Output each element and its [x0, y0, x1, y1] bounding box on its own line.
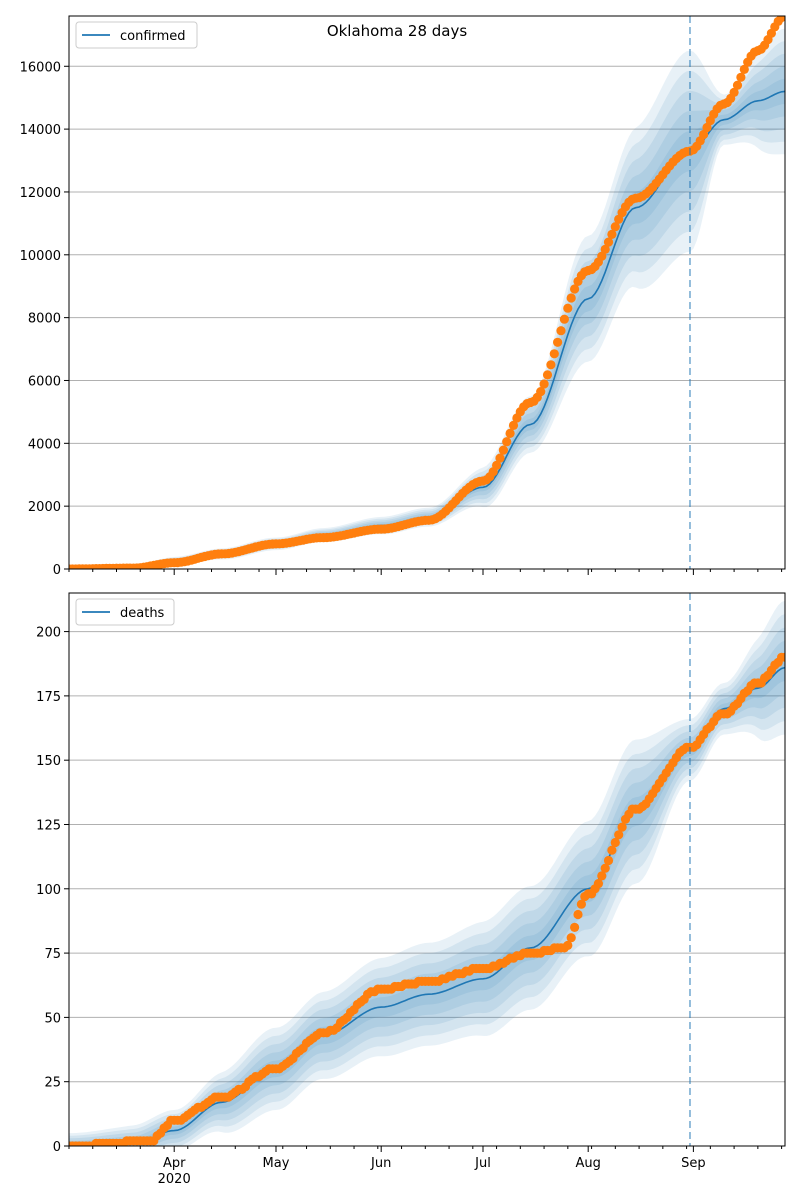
observed-point: [780, 652, 785, 662]
observed-point: [617, 822, 627, 832]
observed-point: [597, 871, 607, 881]
chart-title: Oklahoma 28 days: [327, 22, 468, 40]
legend-box: [75, 598, 175, 626]
observed-point: [563, 940, 573, 951]
y-tick-label: 0: [53, 1140, 61, 1155]
x-tick-label: Jun: [370, 1156, 391, 1171]
y-tick-label: 14000: [20, 123, 61, 138]
observed-point: [699, 129, 709, 140]
observed-point: [492, 460, 502, 470]
y-tick-label: 150: [36, 754, 61, 769]
plot-area: [69, 16, 785, 569]
y-tick-label: 100: [36, 883, 61, 898]
y-tick-label: 25: [44, 1076, 61, 1091]
legend-label: confirmed: [120, 29, 186, 44]
observed-point: [549, 349, 559, 359]
uncertainty-band-2: [69, 41, 785, 569]
observed-point: [536, 387, 546, 397]
y-tick-label: 75: [44, 947, 61, 962]
observed-point: [495, 453, 505, 463]
observed-point: [573, 909, 583, 920]
observed-point: [576, 899, 587, 909]
y-tick-label: 6000: [28, 374, 61, 389]
observed-point: [607, 845, 617, 855]
observed-point: [739, 64, 749, 74]
observed-point: [566, 293, 576, 303]
x-tick-year-label: 2020: [158, 1172, 191, 1187]
axes-frame: [68, 15, 786, 570]
legend-label: deaths: [120, 606, 165, 621]
x-tick-label: Apr: [163, 1156, 186, 1171]
x-tick-label: Jul: [474, 1156, 491, 1171]
plot-area: [69, 600, 785, 1146]
observed-point: [603, 855, 614, 866]
observed-point: [508, 420, 519, 430]
y-tick-label: 8000: [28, 312, 61, 327]
y-tick-label: 16000: [20, 60, 61, 75]
observed-point: [539, 379, 549, 389]
observed-point: [593, 879, 604, 889]
observed-point: [610, 222, 620, 232]
axes-frame: [68, 592, 786, 1147]
x-tick-label: May: [263, 1156, 290, 1171]
observed-point: [570, 922, 580, 933]
y-tick-label: 0: [53, 563, 61, 578]
observed-point: [542, 370, 553, 380]
observed-point: [502, 437, 512, 447]
observed-point: [597, 251, 607, 261]
x-tick-label: Sep: [681, 1156, 706, 1171]
observed-point: [607, 229, 617, 239]
y-tick-label: 2000: [28, 500, 61, 515]
observed-point: [553, 337, 563, 347]
observed-point: [563, 303, 573, 313]
observed-point: [780, 16, 785, 21]
observed-point: [600, 863, 610, 873]
y-tick-label: 125: [36, 818, 61, 833]
observed-point: [736, 72, 746, 82]
observed-point: [559, 314, 570, 324]
observed-point: [614, 830, 624, 840]
y-tick-label: 200: [36, 626, 61, 641]
deaths-legend: deaths: [75, 598, 175, 626]
y-tick-label: 175: [36, 690, 61, 705]
confirmed-panel: 0 2000 4000 6000 8000 10000 12000 14000 16000 con…: [20, 15, 786, 578]
observed-point: [603, 237, 614, 247]
observed-point: [600, 244, 610, 254]
observed-point: [570, 284, 580, 294]
y-tick-label: 12000: [20, 186, 61, 201]
observed-point: [546, 360, 556, 370]
observed-point: [556, 326, 566, 336]
y-tick-label: 4000: [28, 437, 61, 452]
y-tick-label: 50: [44, 1011, 61, 1026]
y-tick-label: 10000: [20, 249, 61, 264]
observed-point: [498, 445, 508, 455]
confirmed-legend: confirmed: [75, 21, 198, 49]
observed-point: [566, 933, 576, 943]
x-tick-label: Aug: [575, 1156, 600, 1171]
uncertainty-band-1: [69, 600, 785, 1146]
legend-box: [75, 21, 198, 49]
observed-point: [729, 87, 739, 97]
observed-point: [610, 837, 620, 848]
observed-point: [702, 122, 712, 133]
observed-point: [505, 428, 515, 438]
uncertainty-band-3: [69, 53, 785, 569]
observed-point: [732, 80, 743, 90]
